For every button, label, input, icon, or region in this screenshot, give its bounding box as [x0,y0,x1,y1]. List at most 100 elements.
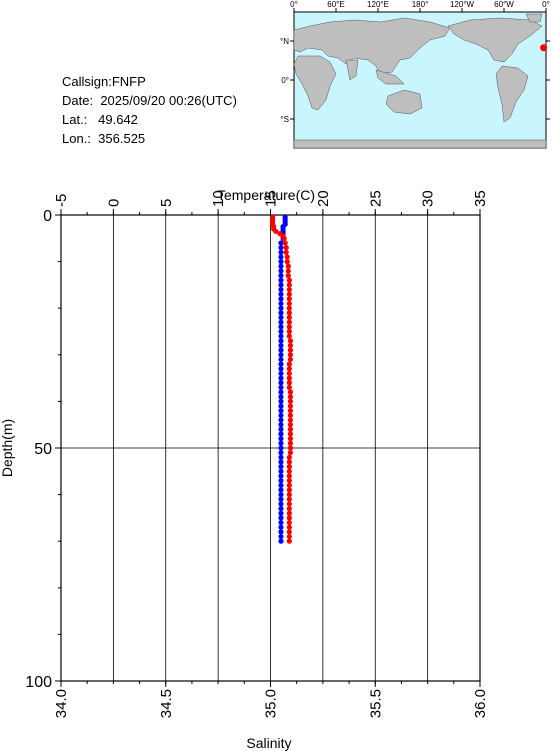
temperature-point [286,300,292,307]
temperature-series [269,214,294,544]
temperature-tick-label: 5 [158,199,175,207]
series-layer [269,214,294,544]
station-location-marker [540,44,548,52]
temperature-point [287,408,294,414]
temperature-point [287,440,294,446]
salinity-point [278,519,284,526]
salinity-point [278,305,284,311]
salinity-point [278,450,284,456]
temperature-tick-label: 0 [105,199,122,207]
temperature-point [286,380,292,386]
salinity-point [278,412,284,418]
map-lon-label: 180° [412,0,429,9]
salinity-point [280,228,286,234]
temperature-tick-label: 20 [315,190,332,207]
map-lat-label: 60°N [280,37,289,46]
salinity-point [278,459,284,465]
salinity-point [278,417,284,423]
temperature-point [287,436,294,442]
temperature-point [286,515,292,521]
salinity-point [278,487,284,493]
salinity-point [278,445,284,451]
map-lon-label: 60°W [494,0,514,9]
temperature-point [286,524,292,530]
map-greenland [525,13,543,23]
temperature-point [284,254,290,260]
map-lat-label: 60°S [280,115,289,124]
temperature-tick-label: 15 [263,190,280,207]
location-map: 0° 60°E 120°E 180° 120°W 60°W 0° 60°N 0°… [280,0,550,149]
salinity-tick-label: 34.0 [53,689,70,718]
salinity-point [278,352,284,358]
salinity-point [278,296,284,302]
lon-value: 356.525 [98,131,146,146]
temperature-point [287,412,294,418]
temperature-point [286,482,292,488]
temperature-point [286,319,292,325]
temperature-point [287,347,294,353]
temperature-point [286,314,292,321]
salinity-point [278,464,284,470]
salinity-point [278,398,284,404]
salinity-point [278,254,284,260]
salinity-point [278,515,284,521]
map-land [293,13,547,149]
temperature-point [286,529,292,535]
salinity-point [278,384,284,391]
temperature-tick-label: 35 [472,190,489,207]
depth-tick-label: 50 [34,441,52,458]
temperature-point [287,394,294,400]
temperature-point [286,501,292,507]
temperature-point [287,417,294,423]
temperature-point [286,492,292,498]
salinity-tick-label: 36.0 [472,689,489,718]
map-lon-label: 120°W [450,0,475,9]
temperature-point [283,245,289,251]
temperature-point [269,221,276,227]
temperature-point [287,403,294,409]
salinity-axis-label: Salinity [246,735,291,751]
map-lon-label: 120°E [367,0,389,9]
temperature-point [286,505,292,512]
temperature-point [269,214,276,220]
salinity-point [278,431,284,437]
date-value: 2025/09/20 00:26(UTC) [100,93,237,108]
salinity-point [282,221,288,227]
temperature-point [286,533,292,540]
salinity-point [278,259,284,265]
salinity-point [278,454,284,460]
temperature-point [286,538,292,544]
depth-tick-labels: 0 50 100 [25,208,52,691]
temperature-point [287,445,294,451]
chart-grid [60,215,481,681]
temperature-point [286,291,292,297]
depth-tick-label: 0 [43,208,52,225]
temperature-tick-label: -5 [53,194,70,207]
temperature-point [287,338,294,344]
temperature-point [277,231,283,237]
salinity-point [278,300,284,307]
temperature-point [287,389,294,395]
salinity-point [278,314,284,321]
salinity-point [278,286,284,293]
salinity-point [278,408,284,414]
lat-label: Lat.: [62,112,88,127]
temperature-point [286,324,292,330]
salinity-point [282,217,288,223]
salinity-point [278,496,284,502]
salinity-point [278,366,284,372]
temperature-point [286,282,292,288]
salinity-point [278,473,284,479]
temperature-point [286,310,292,316]
temperature-point [286,510,292,516]
temperature-point [280,233,286,239]
temperature-point [285,268,291,274]
temperature-tick-label: 30 [420,190,437,207]
date-row: Date: 2025/09/20 00:26(UTC) [62,91,237,110]
map-south-america [495,65,529,123]
temperature-point [287,431,294,437]
temperature-point [286,370,292,377]
salinity-point [278,524,284,530]
map-lon-label: 0° [542,0,550,9]
temperature-point [287,450,294,456]
